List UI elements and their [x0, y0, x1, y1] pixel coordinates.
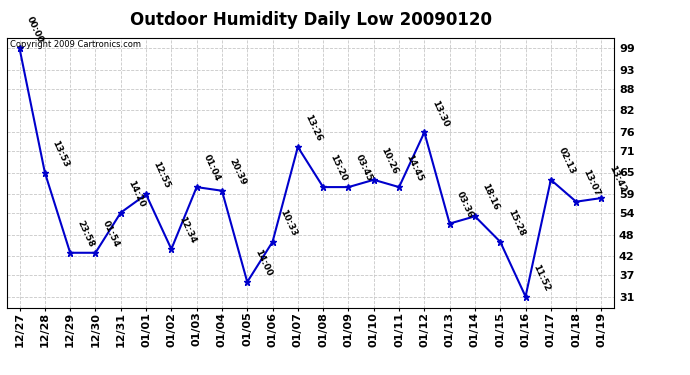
- Text: 12:34: 12:34: [177, 215, 197, 245]
- Text: 11:52: 11:52: [531, 262, 551, 292]
- Text: 18:16: 18:16: [480, 182, 501, 212]
- Text: 15:28: 15:28: [506, 208, 526, 238]
- Text: 14:00: 14:00: [253, 248, 273, 278]
- Text: 13:30: 13:30: [430, 99, 450, 128]
- Text: 01:54: 01:54: [101, 219, 121, 249]
- Text: Copyright 2009 Cartronics.com: Copyright 2009 Cartronics.com: [10, 40, 141, 49]
- Text: 13:42: 13:42: [607, 164, 627, 194]
- Text: 01:04: 01:04: [202, 153, 222, 183]
- Text: 14:20: 14:20: [126, 179, 146, 209]
- Text: 13:26: 13:26: [304, 113, 324, 143]
- Text: 03:36: 03:36: [455, 190, 475, 219]
- Text: 15:20: 15:20: [328, 153, 349, 183]
- Text: 00:00: 00:00: [25, 15, 45, 44]
- Text: 13:07: 13:07: [582, 168, 602, 198]
- Text: 14:45: 14:45: [404, 153, 425, 183]
- Text: 20:39: 20:39: [228, 157, 248, 187]
- Text: 10:33: 10:33: [278, 208, 298, 238]
- Text: 23:58: 23:58: [76, 219, 96, 249]
- Text: 12:55: 12:55: [152, 160, 172, 190]
- Text: 03:45: 03:45: [354, 153, 374, 183]
- Text: 10:26: 10:26: [380, 146, 400, 176]
- Text: 13:53: 13:53: [50, 139, 70, 168]
- Text: Outdoor Humidity Daily Low 20090120: Outdoor Humidity Daily Low 20090120: [130, 11, 491, 29]
- Text: 02:13: 02:13: [556, 146, 577, 176]
